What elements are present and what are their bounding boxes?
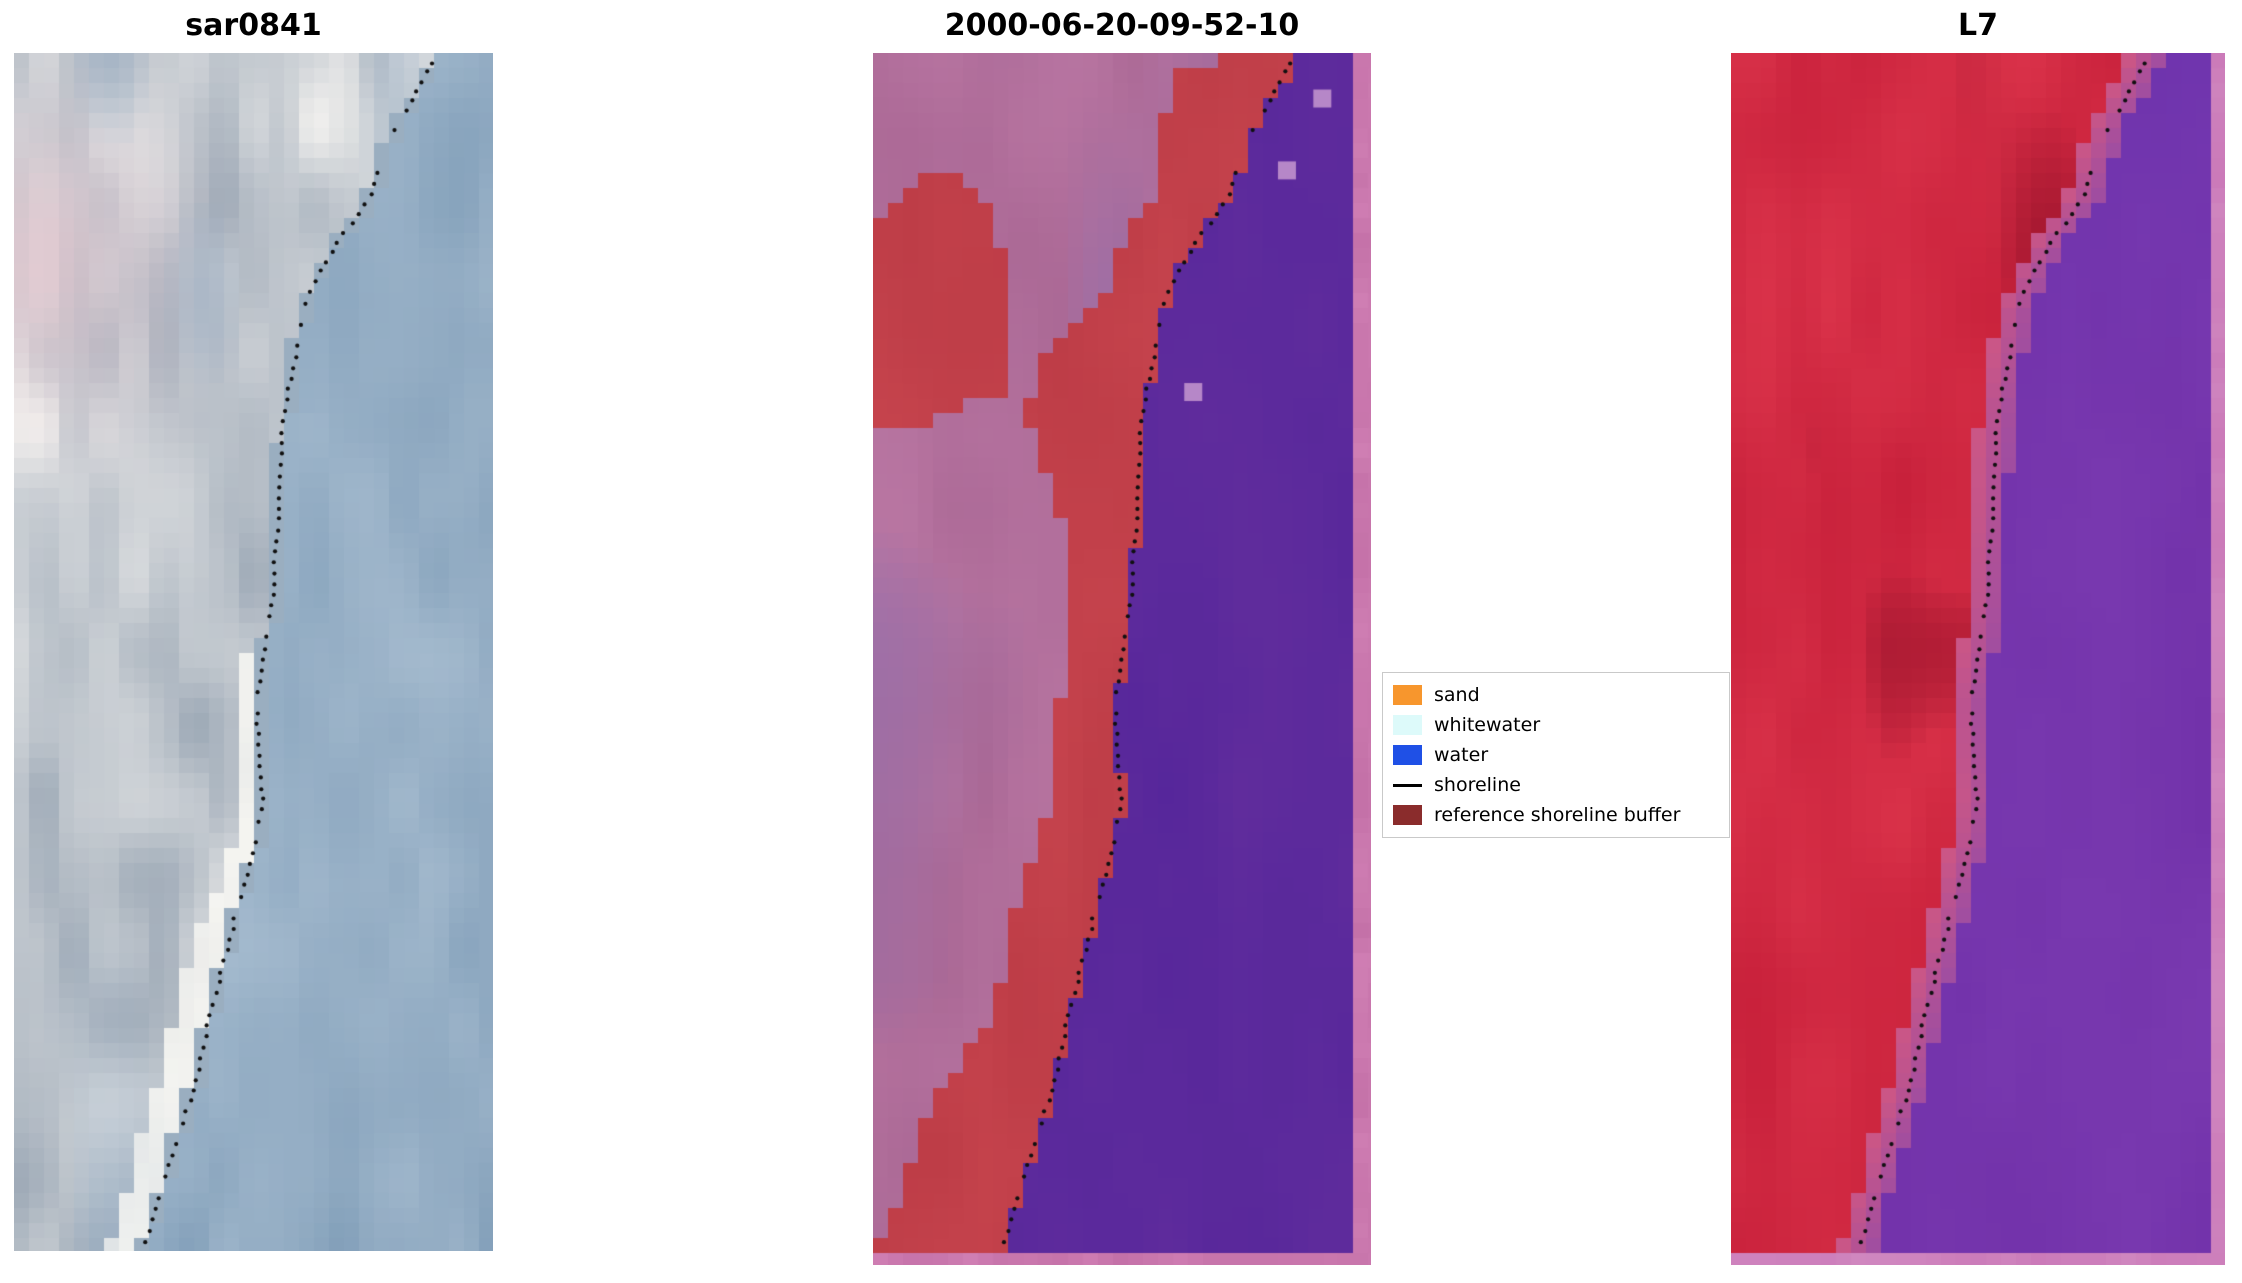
classification-image (873, 53, 1371, 1265)
panel-title-l7: L7 (1958, 8, 1998, 43)
legend-item-whitewater: whitewater (1393, 710, 1719, 740)
panel-sar0841: sar0841 (14, 8, 493, 1251)
whitewater-swatch (1393, 715, 1422, 735)
legend-label-reference-buffer: reference shoreline buffer (1434, 804, 1681, 826)
landsat7-image (1731, 53, 2225, 1265)
legend-item-sand: sand (1393, 680, 1719, 710)
legend-item-shoreline: shoreline (1393, 770, 1719, 800)
panel-title-sar0841: sar0841 (185, 8, 322, 43)
panel-title-classification: 2000-06-20-09-52-10 (944, 8, 1300, 43)
water-swatch (1393, 745, 1422, 765)
legend-label-shoreline: shoreline (1434, 774, 1521, 796)
reference-buffer-swatch (1393, 805, 1422, 825)
panel-classification: 2000-06-20-09-52-10 (873, 8, 1371, 1265)
legend-label-water: water (1434, 744, 1489, 766)
sand-swatch (1393, 685, 1422, 705)
legend-label-sand: sand (1434, 684, 1480, 706)
legend-label-whitewater: whitewater (1434, 714, 1541, 736)
shoreline-line-sample (1393, 783, 1422, 787)
legend-item-reference-buffer: reference shoreline buffer (1393, 800, 1719, 830)
legend-box: sand whitewater water shoreline referenc… (1382, 672, 1730, 838)
sar0841-satellite-image (14, 53, 493, 1251)
panel-l7: L7 (1731, 8, 2225, 1265)
legend-item-water: water (1393, 740, 1719, 770)
